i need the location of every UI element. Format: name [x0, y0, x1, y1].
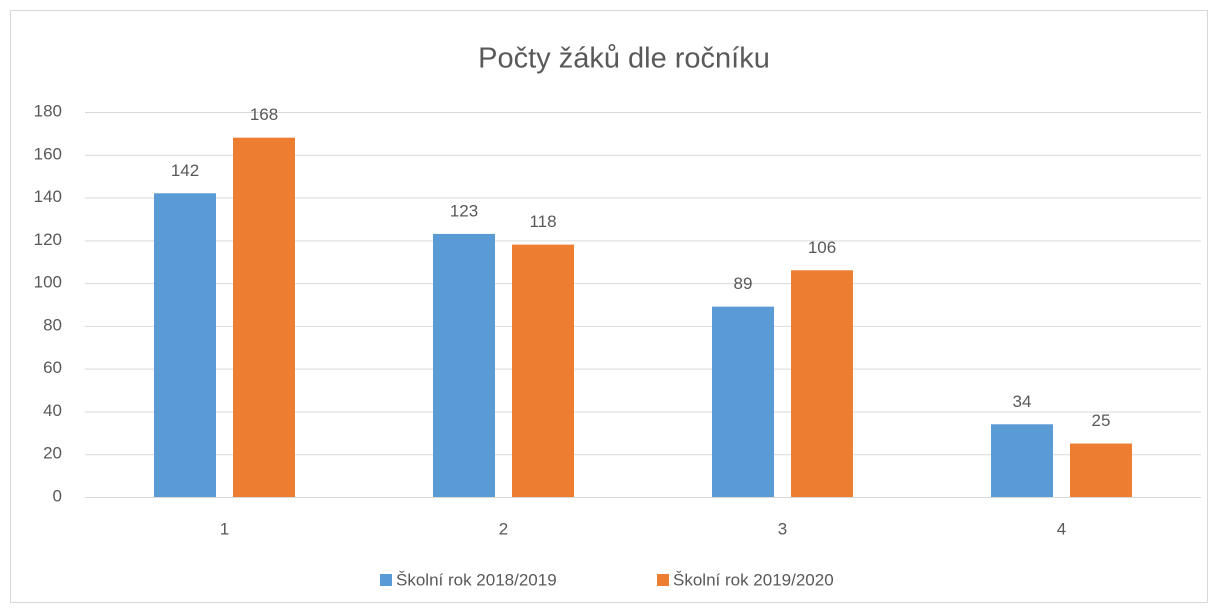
x-tick-label: 2 — [499, 519, 508, 538]
legend-label: Školní rok 2018/2019 — [396, 570, 557, 589]
bar — [512, 244, 574, 497]
bar — [991, 424, 1053, 497]
data-label: 123 — [450, 201, 478, 220]
y-tick-label: 0 — [53, 486, 62, 505]
data-label: 106 — [808, 238, 836, 257]
bar — [791, 270, 853, 497]
bar — [154, 193, 216, 497]
y-tick-label: 40 — [43, 401, 62, 420]
y-tick-label: 120 — [34, 230, 62, 249]
y-tick-label: 100 — [34, 273, 62, 292]
legend-label: Školní rok 2019/2020 — [673, 570, 834, 589]
bar — [233, 137, 295, 497]
x-tick-label: 1 — [220, 519, 229, 538]
y-tick-label: 180 — [34, 101, 62, 120]
data-label: 168 — [250, 105, 278, 124]
legend-swatch — [657, 574, 669, 586]
legend-swatch — [380, 574, 392, 586]
data-label: 25 — [1092, 411, 1111, 430]
chart-title: Počty žáků dle ročníku — [478, 43, 770, 75]
y-tick-label: 140 — [34, 187, 62, 206]
data-label: 89 — [734, 274, 753, 293]
y-tick-label: 60 — [43, 358, 62, 377]
y-tick-label: 20 — [43, 444, 62, 463]
bar — [1070, 443, 1132, 497]
data-label: 118 — [529, 212, 556, 231]
y-tick-label: 80 — [43, 315, 62, 334]
bar — [433, 233, 495, 497]
y-tick-label: 160 — [34, 144, 62, 163]
x-tick-label: 3 — [778, 519, 787, 538]
x-tick-label: 4 — [1057, 519, 1066, 538]
bar — [712, 306, 774, 497]
data-label: 142 — [171, 161, 199, 180]
data-label: 34 — [1013, 392, 1032, 411]
